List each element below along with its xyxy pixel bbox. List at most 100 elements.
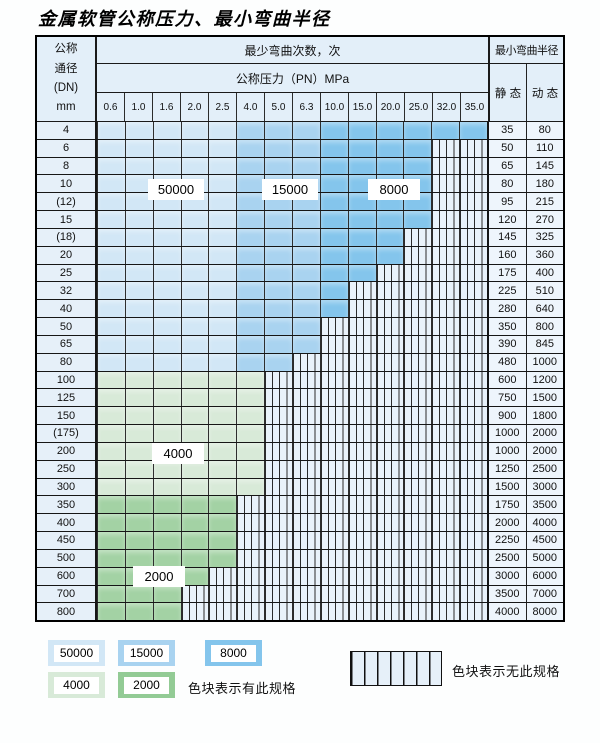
no-spec-hatched-cell [292,585,320,603]
dn-cell: 65 [37,335,97,353]
static-radius-cell: 1000 [487,425,526,442]
no-spec-hatched-cell [208,603,237,621]
no-spec-hatched-cell [347,318,376,335]
no-spec-hatched-cell [264,478,293,496]
dn-cell: 700 [37,585,97,603]
spec-available-cell [292,246,320,264]
table-row: 6 50 110 [37,138,564,157]
spec-available-cell [124,193,153,211]
spec-available-cell [152,407,181,425]
spec-available-cell [152,532,181,549]
spec-available-cell [431,122,460,139]
static-radius-cell: 3500 [487,585,526,603]
spec-available-cell [97,228,125,246]
no-spec-hatched-cell [375,371,404,389]
static-radius-cell: 160 [487,246,526,264]
spec-available-cell [292,282,320,300]
no-spec-hatched-cell [403,335,432,353]
no-spec-hatched-cell [431,567,460,585]
no-spec-hatched-cell [236,549,265,567]
no-spec-hatched-cell [431,211,460,228]
dynamic-radius-cell: 845 [525,335,564,353]
table-row: 8 65 145 [37,156,564,175]
spec-available-cell [97,442,125,460]
spec-available-cell [152,335,181,353]
dynamic-radius-cell: 1500 [525,389,564,407]
no-spec-hatched-cell [431,442,460,460]
no-spec-hatched-cell [375,567,404,585]
dynamic-radius-cell: 5000 [525,549,564,567]
no-spec-hatched-cell [431,318,460,335]
spec-available-cell [124,175,153,193]
spec-available-cell [152,514,181,532]
dynamic-radius-cell: 510 [525,282,564,300]
no-spec-hatched-cell [292,371,320,389]
spec-available-cell [264,157,293,175]
no-spec-hatched-cell [403,496,432,514]
spec-available-cell [124,532,153,549]
min-bend-radius-header: 最小弯曲半径 [490,37,563,64]
no-spec-hatched-cell [459,478,488,496]
static-radius-cell: 80 [487,175,526,193]
table-row: 400 2000 4000 [37,513,564,532]
spec-available-cell [208,460,237,478]
no-spec-hatch-swatch [350,651,442,686]
spec-available-cell [97,389,125,407]
dn-cell: 300 [37,478,97,496]
no-spec-hatched-cell [292,514,320,532]
spec-available-cell [403,122,432,139]
spec-available-cell [292,211,320,228]
dynamic-radius-cell: 1200 [525,371,564,389]
dn-cell: 500 [37,549,97,567]
spec-available-cell [97,175,125,193]
dn-cell: 10 [37,175,97,193]
spec-available-cell [347,246,376,264]
spec-available-cell [319,282,348,300]
spec-available-cell [97,407,125,425]
no-spec-hatched-cell [375,478,404,496]
no-spec-hatched-cell [264,496,293,514]
spec-available-cell [459,122,488,139]
no-spec-hatched-cell [459,407,488,425]
spec-available-cell [292,228,320,246]
dynamic-radius-cell: 1000 [525,353,564,371]
spec-available-cell [292,335,320,353]
spec-available-cell [208,389,237,407]
no-spec-hatched-cell [431,228,460,246]
no-spec-hatched-cell [236,603,265,621]
spec-available-cell [124,318,153,335]
no-spec-hatched-cell [180,603,209,621]
spec-available-cell [292,318,320,335]
spec-available-cell [152,603,181,621]
spec-available-cell [264,300,293,318]
spec-available-cell [208,371,237,389]
spec-available-cell [236,282,265,300]
no-spec-hatched-cell [431,407,460,425]
pressure-header-cell: 25.0 [404,93,432,121]
no-spec-hatched-cell [375,353,404,371]
spec-available-cell [319,157,348,175]
spec-available-cell [292,157,320,175]
no-spec-hatched-cell [319,514,348,532]
no-spec-hatched-cell [264,371,293,389]
table-row: (175) 1000 2000 [37,424,564,442]
table-row: 125 750 1500 [37,388,564,407]
spec-available-cell [124,139,153,157]
spec-available-cell [124,335,153,353]
spec-available-cell [208,122,237,139]
nominal-pressure-header: 公称压力（PN）MPa [97,64,488,93]
pressure-header-cell: 20.0 [376,93,404,121]
static-radius-cell: 350 [487,318,526,335]
dynamic-radius-cell: 640 [525,300,564,318]
spec-available-cell [236,442,265,460]
no-spec-hatched-cell [403,389,432,407]
pressure-header-cell: 5.0 [264,93,292,121]
spec-available-cell [264,335,293,353]
static-radius-cell: 145 [487,228,526,246]
dynamic-radius-cell: 110 [525,139,564,157]
dn-cell: 600 [37,567,97,585]
no-spec-hatched-cell [292,389,320,407]
spec-available-cell [180,478,209,496]
no-spec-hatched-cell [459,228,488,246]
spec-available-cell [236,407,265,425]
